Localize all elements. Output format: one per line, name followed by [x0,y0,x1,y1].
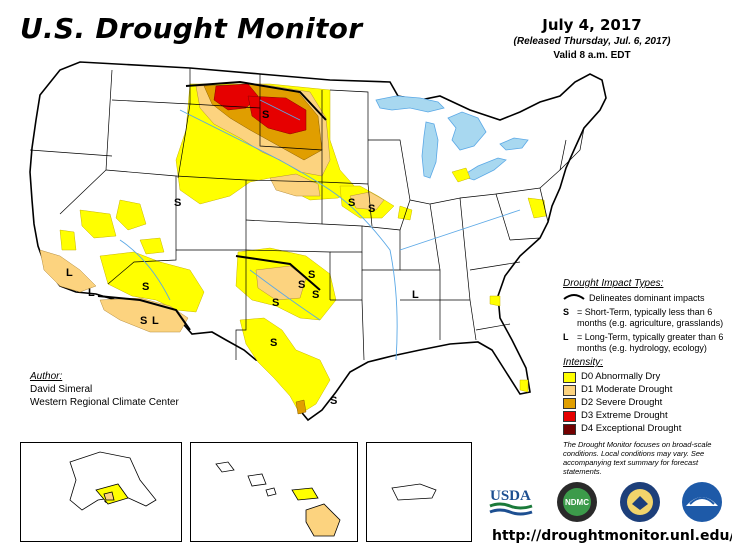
d1-swatch [563,384,576,396]
valid-time: Valid 8 a.m. EDT [553,50,631,61]
legend: Drought Impact Types: Delineates dominan… [563,278,728,435]
delineates-text: Delineates dominant impacts [589,293,705,303]
intensity-header: Intensity: [563,357,604,368]
author-org: Western Regional Climate Center [30,397,179,408]
page-title: U.S. Drought Monitor [20,12,363,45]
legend-delineates-row: Delineates dominant impacts [563,293,728,304]
label-s-10: S [330,395,337,407]
long-term-text: = Long-Term, typically greater than 6 mo… [577,332,724,353]
impact-lines [97,80,327,331]
delineation-curve-icon [563,294,585,300]
drought-areas [39,83,547,415]
commerce-seal-icon[interactable] [618,480,662,524]
d0-swatch [563,371,576,383]
long-term-key: L [563,332,569,342]
d3-label: D3 Extreme Drought [581,410,668,421]
website-link[interactable]: http://droughtmonitor.unl.edu/ [492,528,732,544]
alaska [69,451,157,511]
d1-label: D1 Moderate Drought [581,384,673,395]
intensity-row-d3: D3 Extreme Drought [563,409,728,422]
disclaimer-note: The Drought Monitor focuses on broad-sca… [563,440,712,476]
lake-michigan [421,121,439,179]
alaska-inset-frame [20,442,182,542]
label-s-9: S [270,337,277,349]
label-l-4: L [412,289,419,301]
short-term-key: S [563,307,570,317]
great-lakes [375,95,529,181]
intensity-row-d2: D2 Severe Drought [563,396,728,409]
d3-swatch [563,410,576,422]
noaa-logo-icon[interactable] [680,480,724,524]
author-name: David Simeral [30,384,93,395]
d4-swatch [563,423,576,435]
label-l-3: L [88,287,95,299]
lake-ontario [499,137,529,151]
ndmc-logo-icon[interactable]: NDMC [555,480,599,524]
map-date: July 4, 2017 [542,16,642,34]
label-s-11: S [142,281,149,293]
label-s-2: S [174,197,181,209]
label-s-3: S [348,197,355,209]
d2-label: D2 Severe Drought [581,397,663,408]
intensity-row-d0: D0 Abnormally Dry [563,370,728,383]
label-s-12: S [140,315,147,327]
label-l-1: L [152,315,159,327]
hawaii-islands [215,461,341,537]
legend-short-term-row: S = Short-Term, typically less than 6 mo… [563,307,728,329]
label-s-4: S [368,203,375,215]
intensity-row-d1: D1 Moderate Drought [563,383,728,396]
usda-logo-text: USDA [490,488,531,504]
label-s-6: S [308,269,315,281]
released-date: (Released Thursday, Jul. 6, 2017) [513,36,671,47]
d0-label: D0 Abnormally Dry [581,371,661,382]
author-block: Author: David Simeral Western Regional C… [30,370,179,409]
legend-long-term-row: L = Long-Term, typically greater than 6 … [563,332,728,354]
d4-label: D4 Exceptional Drought [581,423,682,434]
impact-types-header: Drought Impact Types: [563,278,664,289]
label-s-5: S [298,279,305,291]
puerto-rico [391,483,437,501]
lake-superior [375,95,445,113]
label-s-8: S [272,297,279,309]
rivers [119,99,521,361]
hawaii-inset-frame [190,442,358,542]
label-s-1: S [262,109,269,121]
puerto-rico-inset-frame [366,442,472,542]
d3-areas [213,83,307,135]
lake-erie [461,157,507,181]
lake-huron [447,111,487,151]
d2-swatch [563,397,576,409]
label-s-7: S [312,289,319,301]
intensity-row-d4: D4 Exceptional Drought [563,422,728,435]
ndmc-logo-text: NDMC [565,498,589,507]
usda-logo-icon[interactable]: USDA [488,484,534,518]
state-lines [29,68,585,361]
short-term-text: = Short-Term, typically less than 6 mont… [577,307,724,328]
label-l-2: L [66,267,73,279]
author-header: Author: [30,371,63,382]
date-block: July 4, 2017 (Released Thursday, Jul. 6,… [492,16,692,61]
